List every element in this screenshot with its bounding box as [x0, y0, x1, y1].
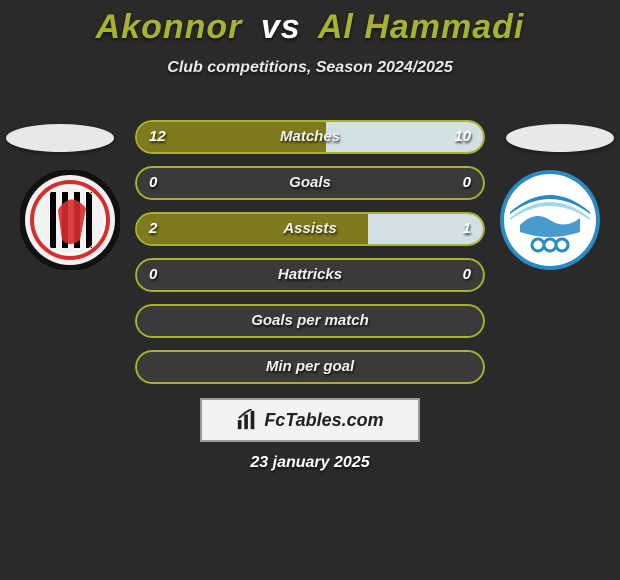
club-logo-left	[20, 170, 120, 270]
stats-bars-container: Matches1210Goals00Assists21Hattricks00Go…	[135, 120, 485, 396]
stat-value-left: 12	[149, 120, 166, 154]
subtitle-text: Club competitions, Season 2024/2025	[0, 59, 620, 77]
player1-platform-ellipse	[6, 124, 114, 152]
stat-row: Assists2 1	[135, 212, 485, 246]
stat-row: Matches12 10	[135, 120, 485, 154]
stat-row: Min per goal	[135, 350, 485, 384]
stat-label: Min per goal	[135, 350, 485, 384]
stat-value-right: 10	[454, 120, 471, 154]
club-logo-left-svg	[20, 170, 120, 270]
stat-value-right: 0	[463, 258, 471, 292]
header-block: Akonnor vs Al Hammadi Club competitions,…	[0, 0, 620, 77]
stat-row: Hattricks0 0	[135, 258, 485, 292]
club-logo-right-svg	[500, 170, 600, 270]
date-text: 23 january 2025	[0, 454, 620, 472]
stat-value-right: 0	[463, 166, 471, 200]
brand-label: FcTables.com	[264, 410, 383, 431]
stat-label: Assists	[135, 212, 485, 246]
brand-box[interactable]: FcTables.com	[200, 398, 420, 442]
page-title: Akonnor vs Al Hammadi	[0, 8, 620, 47]
stat-value-left: 2	[149, 212, 157, 246]
stat-row: Goals0 0	[135, 166, 485, 200]
club-logo-right	[500, 170, 600, 270]
player1-name: Akonnor	[96, 8, 243, 46]
stat-value-left: 0	[149, 166, 157, 200]
vs-text: vs	[261, 8, 301, 46]
stat-label: Matches	[135, 120, 485, 154]
stat-label: Hattricks	[135, 258, 485, 292]
player2-name: Al Hammadi	[318, 8, 525, 46]
stat-label: Goals per match	[135, 304, 485, 338]
stat-label: Goals	[135, 166, 485, 200]
stat-value-left: 0	[149, 258, 157, 292]
stat-value-right: 1	[463, 212, 471, 246]
player2-platform-ellipse	[506, 124, 614, 152]
stat-row: Goals per match	[135, 304, 485, 338]
chart-bars-icon	[236, 409, 258, 431]
